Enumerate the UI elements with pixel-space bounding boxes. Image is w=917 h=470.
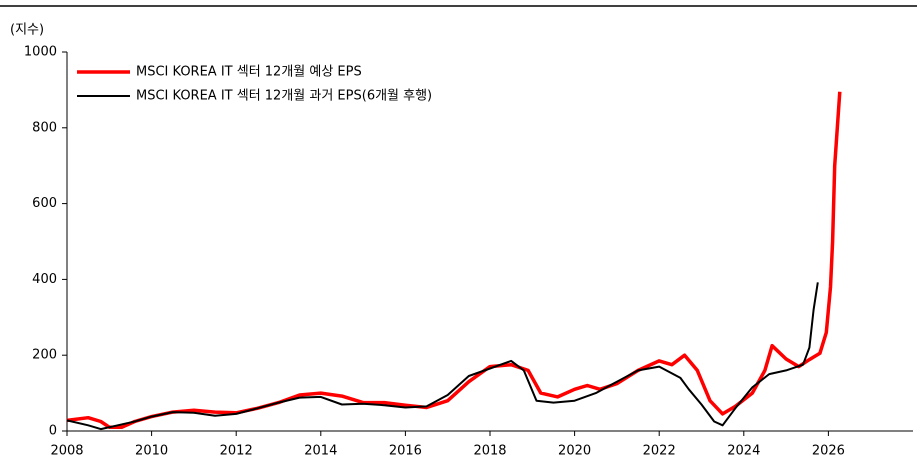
series-line: [66, 91, 842, 429]
legend-label: MSCI KOREA IT 섹터 12개월 예상 EPS: [136, 65, 362, 80]
y-tick-label: 800: [32, 120, 57, 135]
y-tick-label: 0: [49, 424, 57, 439]
series-line: [66, 282, 819, 431]
x-tick-label: 2010: [135, 444, 168, 459]
x-tick-label: 2016: [389, 444, 422, 459]
legend-label: MSCI KOREA IT 섹터 12개월 과거 EPS(6개월 후행): [136, 88, 432, 104]
x-tick-label: 2018: [473, 444, 506, 459]
y-tick-label: 1000: [24, 45, 57, 60]
x-tick-label: 2022: [643, 444, 676, 459]
y-tick-label: 200: [32, 348, 57, 363]
y-tick-label: 400: [32, 272, 57, 287]
x-tick-label: 2008: [50, 444, 83, 459]
x-tick-label: 2020: [558, 444, 591, 459]
x-tick-label: 2024: [727, 444, 760, 459]
x-tick-label: 2026: [812, 444, 845, 459]
y-tick-label: 600: [32, 196, 57, 211]
x-tick-label: 2012: [220, 444, 253, 459]
x-tick-label: 2014: [304, 444, 337, 459]
y-axis-label: (지수): [10, 23, 44, 38]
